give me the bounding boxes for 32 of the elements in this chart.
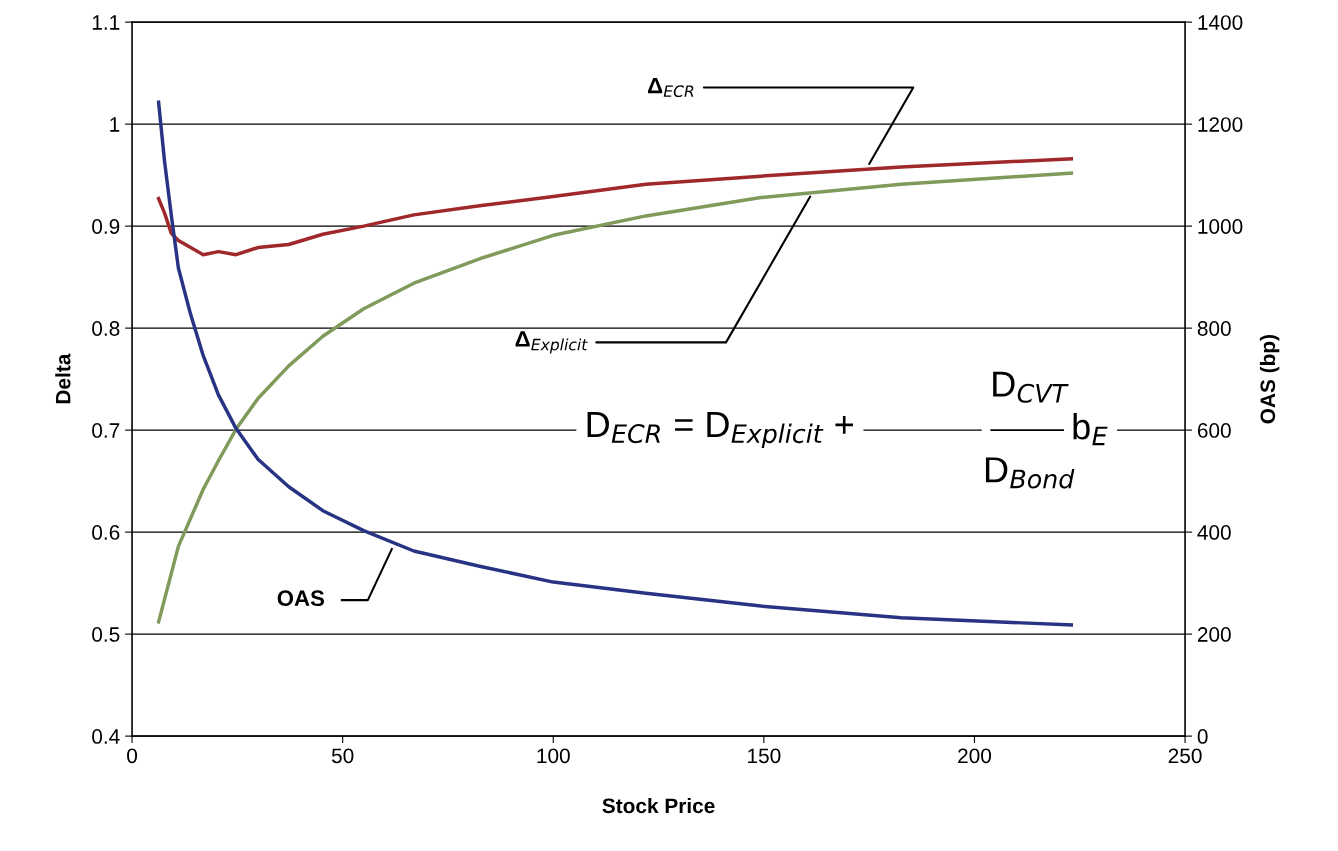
y2-tick-label: 0: [1197, 729, 1208, 744]
annotation: OAS: [277, 590, 325, 607]
y-tick-label: 0.9: [92, 219, 120, 234]
y-axis-title: Delta: [55, 353, 71, 404]
y2-tick-label: 400: [1197, 525, 1231, 540]
x-tick-label: 250: [1168, 748, 1202, 764]
y-tick-label: 0.6: [92, 525, 120, 540]
x-tick-label: 50: [331, 748, 354, 764]
x-tick-label: 0: [127, 748, 138, 764]
y-tick-label: 0.5: [92, 627, 120, 642]
y-tick-label: 0.7: [92, 423, 120, 438]
y2-tick-label: 200: [1197, 627, 1231, 642]
y-tick-label: 0.4: [92, 729, 120, 744]
annotation: b$_{E}$: [1073, 413, 1108, 446]
y2-tick-label: 1200: [1198, 117, 1243, 132]
annotation: D$_{ECR}$ = D$_{Explicit}$ +: [587, 412, 853, 449]
x-tick-label: 200: [958, 748, 992, 764]
y2-tick-label: 800: [1197, 321, 1231, 336]
y2-tick-label: 1400: [1198, 15, 1243, 30]
y2-tick-label: 600: [1197, 423, 1231, 438]
y2-axis-title: OAS (bp): [1259, 335, 1280, 424]
annotation: D$_{CVT}$: [993, 371, 1069, 403]
y-tick-label: 1: [110, 117, 120, 132]
y-tick-label: 0.8: [92, 321, 120, 336]
annotation: Δ$_{Explicit}$: [515, 331, 588, 354]
annotation: D$_{Bond}$: [985, 457, 1075, 489]
x-tick-label: 100: [537, 748, 570, 764]
y-tick-label: 1.1: [92, 15, 120, 30]
y2-tick-label: 1000: [1198, 219, 1243, 234]
x-tick-label: 150: [748, 748, 781, 764]
x-axis-title: Stock Price: [602, 797, 715, 814]
annotation: Δ$_{ECR}$: [648, 77, 694, 98]
